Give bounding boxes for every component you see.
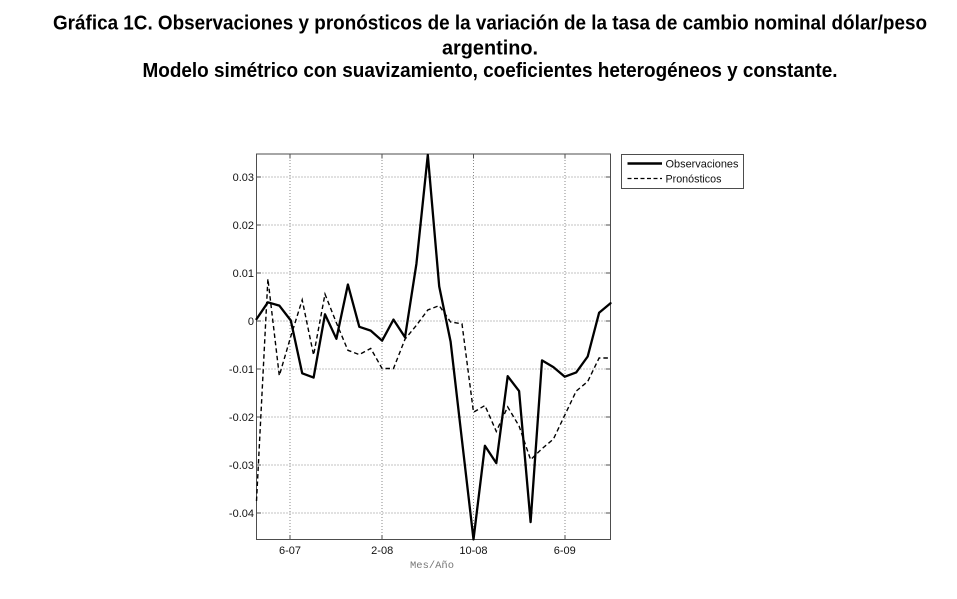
svg-text:Gráfica 1C. Observaciones y pr: Gráfica 1C. Observaciones y pronósticos … (53, 13, 927, 35)
svg-text:Pronósticos: Pronósticos (666, 174, 722, 186)
svg-text:Observaciones: Observaciones (666, 159, 739, 171)
svg-text:10-08: 10-08 (459, 545, 487, 557)
svg-text:argentino.: argentino. (442, 37, 538, 59)
svg-text:6-09: 6-09 (554, 545, 576, 557)
svg-text:0.01: 0.01 (233, 268, 254, 280)
svg-text:0.02: 0.02 (233, 220, 254, 232)
svg-text:0.03: 0.03 (233, 172, 254, 184)
svg-text:-0.04: -0.04 (229, 508, 254, 520)
svg-text:Mes/Año: Mes/Año (410, 560, 454, 572)
svg-text:6-07: 6-07 (279, 545, 301, 557)
svg-text:Modelo simétrico con suavizami: Modelo simétrico con suavizamiento, coef… (143, 60, 838, 82)
svg-text:-0.03: -0.03 (229, 460, 254, 472)
svg-text:0: 0 (248, 316, 254, 328)
svg-text:-0.02: -0.02 (229, 412, 254, 424)
svg-text:2-08: 2-08 (371, 545, 393, 557)
svg-text:-0.01: -0.01 (229, 364, 254, 376)
